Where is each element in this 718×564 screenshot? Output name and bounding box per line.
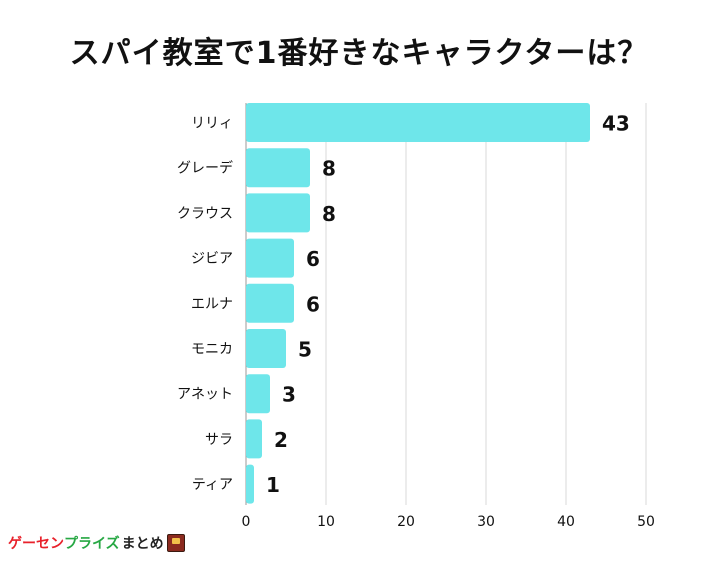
category-label: グレーデ <box>177 160 233 177</box>
site-logo: ゲーセン プライズ まとめ <box>8 533 185 553</box>
x-tick-label: 40 <box>557 514 575 530</box>
crane-game-icon <box>166 534 185 552</box>
category-label: リリィ <box>191 116 233 132</box>
x-tick-label: 0 <box>242 514 251 530</box>
category-label: エルナ <box>191 296 233 312</box>
bar <box>246 464 254 504</box>
bar <box>246 103 590 142</box>
bar <box>246 419 262 459</box>
category-label: ジビア <box>191 251 233 267</box>
x-tick-label: 10 <box>317 514 335 530</box>
value-label: 1 <box>266 473 280 497</box>
bar <box>246 329 286 368</box>
logo-text-part2: プライズ <box>64 536 120 552</box>
bar <box>246 374 270 414</box>
x-tick-label: 30 <box>477 514 495 530</box>
x-tick-label: 20 <box>397 514 415 530</box>
value-label: 6 <box>306 292 320 316</box>
bar <box>246 283 294 323</box>
category-label: ティア <box>192 477 233 493</box>
logo-text-part1: ゲーセン <box>8 536 64 552</box>
logo-text-part3: まとめ <box>121 536 164 552</box>
category-label: クラウス <box>177 206 233 222</box>
value-label: 2 <box>274 428 288 452</box>
value-label: 43 <box>602 112 630 136</box>
category-label: アネット <box>177 387 233 403</box>
category-label: モニカ <box>191 342 233 358</box>
x-tick-label: 50 <box>637 514 655 530</box>
chart-title: スパイ教室で1番好きなキャラクターは？ <box>69 36 649 71</box>
value-label: 6 <box>306 247 320 271</box>
value-label: 3 <box>282 383 296 407</box>
bar <box>246 193 310 233</box>
category-label: サラ <box>205 432 233 448</box>
x-tick-labels: 0 10 20 30 40 50 <box>242 514 655 530</box>
value-label: 5 <box>298 338 312 362</box>
value-label: 8 <box>322 202 336 226</box>
bar <box>246 238 294 278</box>
bars <box>246 103 590 504</box>
bar <box>246 148 310 188</box>
value-label: 8 <box>322 157 336 181</box>
